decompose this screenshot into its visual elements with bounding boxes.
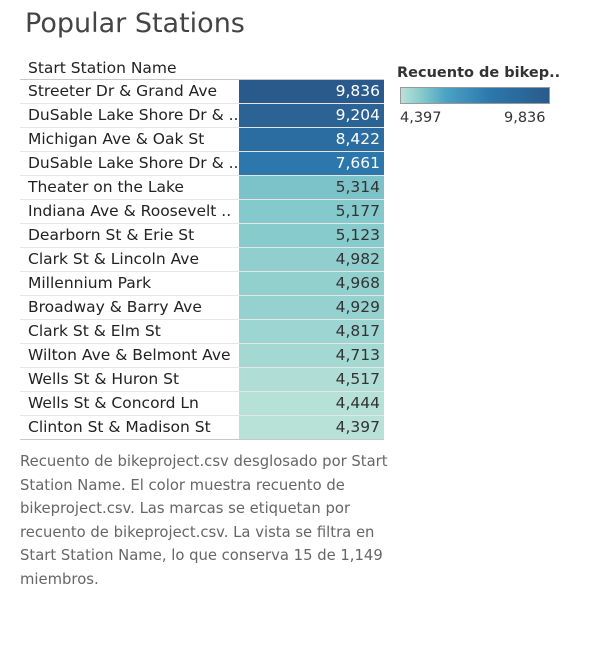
value-label: 4,817 [335,322,380,340]
value-cell[interactable]: 4,517 [239,368,384,392]
row-divider [20,367,384,368]
row-divider [20,415,384,416]
table-row[interactable]: Indiana Ave & Roosevelt .. 5,177 [20,200,384,224]
value-cell[interactable]: 4,817 [239,320,384,344]
value-label: 4,444 [335,394,380,412]
table-row[interactable]: Clark St & Lincoln Ave 4,982 [20,248,384,272]
row-divider [20,151,384,152]
row-divider [20,295,384,296]
value-cell[interactable]: 8,422 [239,128,384,152]
header-divider [20,79,384,80]
value-label: 4,929 [335,298,380,316]
station-name: Wilton Ave & Belmont Ave [28,346,231,364]
value-cell[interactable]: 9,204 [239,104,384,128]
value-cell[interactable]: 4,968 [239,272,384,296]
value-cell[interactable]: 5,123 [239,224,384,248]
row-divider [20,271,384,272]
column-header: Start Station Name [28,59,177,77]
station-name: Clark St & Elm St [28,322,161,340]
row-divider [20,127,384,128]
row-divider [20,199,384,200]
highlight-table: Streeter Dr & Grand Ave 9,836 DuSable Lake… [20,80,384,440]
table-row[interactable]: Wells St & Concord Ln 4,444 [20,392,384,416]
table-row[interactable]: Millennium Park 4,968 [20,272,384,296]
table-row[interactable]: Theater on the Lake 5,314 [20,176,384,200]
value-label: 4,517 [335,370,380,388]
station-name: Wells St & Concord Ln [28,394,199,412]
value-cell[interactable]: 9,836 [239,80,384,104]
value-label: 4,982 [335,250,380,268]
row-divider [20,223,384,224]
row-divider [20,247,384,248]
value-cell[interactable]: 7,661 [239,152,384,176]
value-cell[interactable]: 4,713 [239,344,384,368]
table-bottom-divider [20,439,384,440]
station-name: Wells St & Huron St [28,370,180,388]
chart-caption: Recuento de bikeproject.csv desglosado p… [20,453,388,588]
value-label: 8,422 [335,130,380,148]
chart-title: Popular Stations [25,8,245,39]
legend-max-label: 9,836 [504,110,546,126]
table-row[interactable]: DuSable Lake Shore Dr & .. 7,661 [20,152,384,176]
value-label: 5,177 [335,202,380,220]
legend-title[interactable]: Recuento de bikep.. [397,65,561,81]
row-divider [20,103,384,104]
legend-min-label: 4,397 [400,110,442,126]
row-divider [20,391,384,392]
row-divider [20,343,384,344]
table-row[interactable]: Clark St & Elm St 4,817 [20,320,384,344]
value-label: 4,397 [335,418,380,436]
value-cell[interactable]: 4,444 [239,392,384,416]
table-row[interactable]: Wilton Ave & Belmont Ave 4,713 [20,344,384,368]
station-name: DuSable Lake Shore Dr & .. [28,106,239,124]
station-name: Dearborn St & Erie St [28,226,195,244]
row-divider [20,319,384,320]
value-cell[interactable]: 4,397 [239,416,384,440]
value-cell[interactable]: 4,982 [239,248,384,272]
table-row[interactable]: DuSable Lake Shore Dr & .. 9,204 [20,104,384,128]
station-name: Clark St & Lincoln Ave [28,250,199,268]
station-name: Streeter Dr & Grand Ave [28,82,218,100]
value-cell[interactable]: 5,177 [239,200,384,224]
station-name: Clinton St & Madison St [28,418,211,436]
legend-color-ramp [400,87,550,104]
table-row[interactable]: Wells St & Huron St 4,517 [20,368,384,392]
table-row[interactable]: Dearborn St & Erie St 5,123 [20,224,384,248]
value-label: 4,713 [335,346,380,364]
station-name: DuSable Lake Shore Dr & .. [28,154,239,172]
station-name: Broadway & Barry Ave [28,298,202,316]
table-row[interactable]: Michigan Ave & Oak St 8,422 [20,128,384,152]
station-name: Indiana Ave & Roosevelt .. [28,202,232,220]
value-label: 7,661 [335,154,380,172]
station-name: Millennium Park [28,274,152,292]
table-row[interactable]: Broadway & Barry Ave 4,929 [20,296,384,320]
value-label: 5,314 [335,178,380,196]
value-label: 9,204 [335,106,380,124]
value-label: 5,123 [335,226,380,244]
table-row[interactable]: Clinton St & Madison St 4,397 [20,416,384,440]
value-label: 4,968 [335,274,380,292]
table-row[interactable]: Streeter Dr & Grand Ave 9,836 [20,80,384,104]
row-divider [20,175,384,176]
station-name: Michigan Ave & Oak St [28,130,205,148]
value-cell[interactable]: 5,314 [239,176,384,200]
value-cell[interactable]: 4,929 [239,296,384,320]
station-name: Theater on the Lake [28,178,184,196]
value-label: 9,836 [335,82,380,100]
